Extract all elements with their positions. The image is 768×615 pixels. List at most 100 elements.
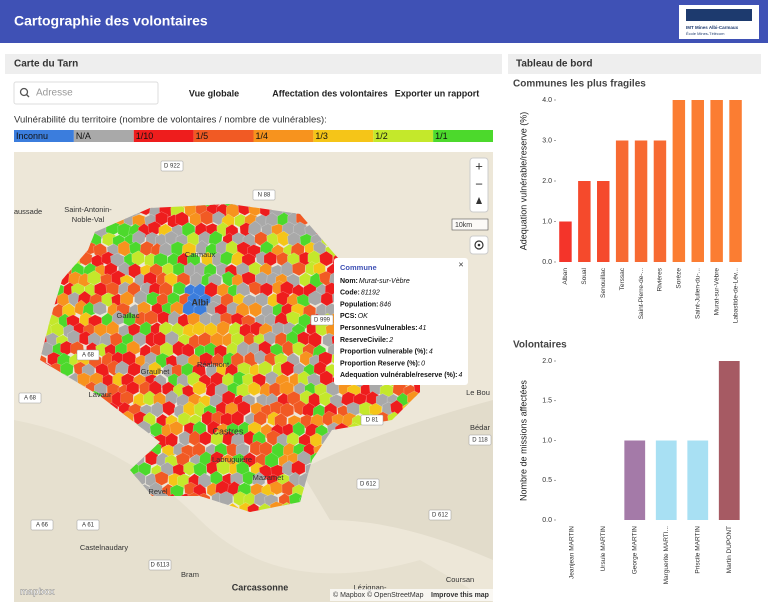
road-badge <box>30 519 54 531</box>
x-tick-label: Saint-Pierre-de-... <box>638 268 645 319</box>
compass[interactable] <box>476 197 482 204</box>
road-label: A 66 <box>36 523 49 529</box>
place-label: Lézignan- <box>354 583 387 592</box>
y-tick-label: 1.5 <box>542 398 552 405</box>
commune <box>199 431 213 446</box>
search-icon <box>26 94 30 98</box>
search-placeholder: Adresse <box>36 88 73 99</box>
road-label: A 61 <box>82 523 95 529</box>
place-label: Bram <box>181 570 199 579</box>
popup-key: PCS: <box>340 313 357 320</box>
popup-value: OK <box>358 313 368 320</box>
road-label: A 68 <box>82 353 95 359</box>
bar <box>687 440 709 520</box>
popup-key: Proportion Reserve (%): <box>340 360 420 367</box>
road-badge <box>360 414 384 426</box>
button[interactable]: Affectation des volontaires <box>272 88 388 98</box>
commune <box>281 480 296 496</box>
button[interactable]: Vue globale <box>189 88 239 98</box>
x-tick-label: Marguerite MARTI... <box>663 526 670 585</box>
bar <box>655 440 677 520</box>
commune <box>299 351 313 367</box>
x-tick-label: Priscile MARTIN <box>694 526 701 574</box>
popup-close[interactable]: × <box>458 259 463 269</box>
x-tick-label: Alban <box>562 268 569 285</box>
popup-title: Commune <box>340 263 377 272</box>
bar <box>597 181 610 262</box>
legend-label: 1/5 <box>196 131 209 141</box>
popup-value: 41 <box>419 325 427 332</box>
app-title: Cartographie des volontaires <box>14 13 208 29</box>
y-tick-label: 4.0 <box>542 97 552 104</box>
map-labels: D 922 Saint-Antonin-Noble-Val aussade N 88 C… <box>14 160 492 592</box>
road-badge <box>252 189 276 201</box>
popup-key: Population: <box>340 301 379 308</box>
commune <box>292 341 307 357</box>
road-label: D 999 <box>314 318 331 324</box>
zoom-control <box>469 157 489 213</box>
road-badge <box>76 349 100 361</box>
popup-key: PersonnesVulnerables: <box>340 325 418 332</box>
legend-label: Inconnu <box>16 131 48 141</box>
x-tick-label: Jeanjean MARTIN <box>568 526 575 579</box>
popup-key: Code: <box>340 290 360 297</box>
x-tick-label: Senouillac <box>600 267 607 298</box>
x-tick-label: Murat-sur-Vèbre <box>713 268 720 316</box>
bar <box>634 140 648 262</box>
popup-value: 4 <box>429 349 433 356</box>
commune <box>241 271 256 286</box>
x-tick-label: Rivières <box>657 267 664 291</box>
popup-value: 2 <box>388 337 393 344</box>
bar <box>672 100 686 262</box>
header-bar <box>0 0 768 43</box>
legend-label: 1/3 <box>315 131 328 141</box>
zoom-out[interactable]: − <box>475 176 483 191</box>
place-label: Castelnaudary <box>80 543 129 552</box>
bar <box>559 221 572 262</box>
legend-swatch <box>373 130 434 142</box>
search-box[interactable] <box>13 81 159 105</box>
place-label: Carmaux <box>185 250 216 259</box>
road-label: D 612 <box>432 513 449 519</box>
legend-swatch <box>193 130 254 142</box>
bar <box>729 100 742 262</box>
panel-header <box>508 54 761 74</box>
search-icon <box>19 87 29 97</box>
x-tick-label: Terssac <box>619 267 626 290</box>
y-tick-label: 2.0 <box>542 358 552 365</box>
improve-link[interactable]: Improve this map <box>431 592 489 599</box>
road-badge <box>18 392 42 404</box>
button[interactable]: Exporter un rapport <box>395 88 480 98</box>
legend-swatch <box>133 130 194 142</box>
road-label: D 6113 <box>151 563 171 569</box>
road-label: D 612 <box>360 482 377 488</box>
popup-key: Proportion vulnerable (%): <box>340 349 428 356</box>
legend-swatch <box>313 130 374 142</box>
bar <box>718 361 740 520</box>
terrain <box>14 420 493 602</box>
y-tick-label: 1.0 <box>542 437 552 444</box>
commune <box>248 281 263 296</box>
place-label: Labruguière <box>212 455 252 464</box>
commune <box>102 232 116 247</box>
commune <box>127 362 141 377</box>
logo-text: IMT Mines Albi-Carmaux <box>686 25 739 30</box>
popup-box <box>334 258 468 385</box>
place-label: Noble-Val <box>72 215 105 224</box>
commune <box>162 400 176 417</box>
legend-swatch <box>14 130 74 142</box>
popup-value: Murat-sur-Vèbre <box>359 278 410 285</box>
logo-subtext: École Mines-Télécom <box>686 31 725 36</box>
legend-swatch <box>253 130 314 142</box>
commune <box>169 420 184 436</box>
logo-mark <box>686 9 752 21</box>
place-label: Carcassonne <box>232 582 289 592</box>
road-label: N 88 <box>258 193 271 199</box>
panel-title: Tableau de bord <box>516 59 593 70</box>
legend-label: 1/10 <box>136 131 154 141</box>
scale-label: 10km <box>455 222 472 229</box>
zoom-in[interactable]: + <box>475 158 483 173</box>
map[interactable]: D 922 Saint-Antonin-Noble-Val aussade N 88 C… <box>14 152 493 602</box>
attribution-bg <box>330 589 493 601</box>
